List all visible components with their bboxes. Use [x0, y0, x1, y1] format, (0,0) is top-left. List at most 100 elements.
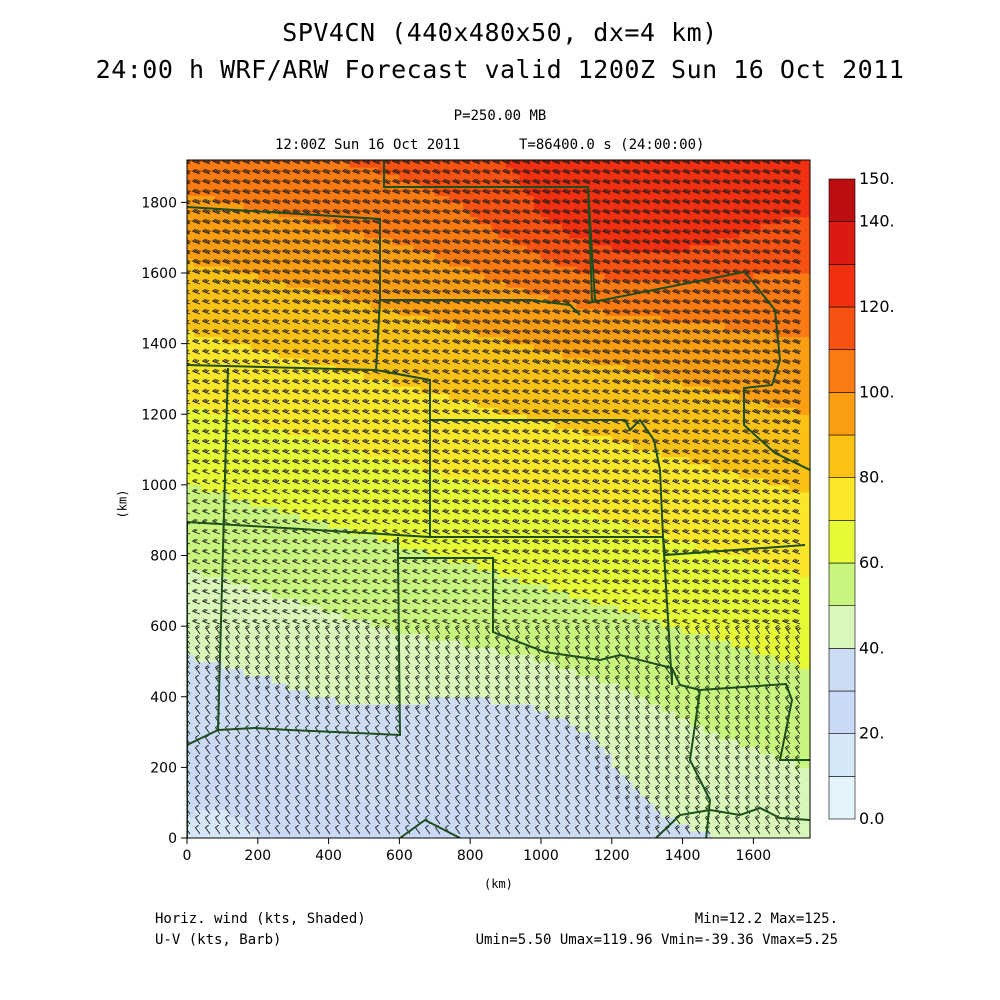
- shading-cell: [208, 294, 216, 302]
- shading-cell: [385, 605, 393, 613]
- shading-cell: [534, 669, 542, 677]
- shading-cell: [470, 570, 478, 578]
- shading-cell: [442, 690, 450, 698]
- shading-cell: [421, 782, 429, 790]
- shading-cell: [449, 640, 457, 648]
- shading-cell: [343, 774, 351, 782]
- shading-cell: [406, 718, 414, 726]
- shading-cell: [406, 789, 414, 797]
- shading-cell: [406, 308, 414, 316]
- shading-cell: [378, 372, 386, 380]
- shading-cell: [449, 224, 457, 232]
- shading-cell: [258, 534, 266, 542]
- shading-cell: [251, 534, 259, 542]
- shading-cell: [428, 697, 436, 705]
- shading-cell: [477, 513, 485, 521]
- shading-cell: [194, 626, 202, 634]
- shading-cell: [222, 704, 230, 712]
- shading-cell: [499, 824, 507, 832]
- shading-cell: [279, 789, 287, 797]
- shading-cell: [265, 591, 273, 599]
- shading-cell: [208, 796, 216, 804]
- shading-cell: [527, 796, 535, 804]
- shading-cell: [428, 683, 436, 691]
- shading-cell: [392, 393, 400, 401]
- shading-cell: [258, 421, 266, 429]
- shading-cell: [456, 774, 464, 782]
- shading-cell: [378, 831, 386, 839]
- shading-cell: [251, 563, 259, 571]
- shading-cell: [477, 803, 485, 811]
- shading-cell: [428, 252, 436, 260]
- shading-cell: [406, 344, 414, 352]
- shading-cell: [201, 789, 209, 797]
- shading-cell: [499, 252, 507, 260]
- shading-cell: [350, 273, 358, 281]
- shading-cell: [286, 273, 294, 281]
- shading-cell: [194, 669, 202, 677]
- shading-cell: [421, 831, 429, 839]
- shading-cell: [343, 711, 351, 719]
- shading-cell: [343, 831, 351, 839]
- shading-cell: [499, 379, 507, 387]
- shading-cell: [237, 711, 245, 719]
- shading-cell: [286, 760, 294, 768]
- shading-cell: [371, 711, 379, 719]
- shading-cell: [279, 732, 287, 740]
- shading-cell: [548, 774, 556, 782]
- shading-cell: [499, 661, 507, 669]
- shading-cell: [534, 803, 542, 811]
- shading-cell: [208, 584, 216, 592]
- shading-cell: [449, 619, 457, 627]
- shading-cell: [307, 817, 315, 825]
- shading-cell: [307, 252, 315, 260]
- shading-cell: [300, 570, 308, 578]
- shading-cell: [520, 824, 528, 832]
- shading-cell: [406, 803, 414, 811]
- shading-cell: [456, 591, 464, 599]
- shading-cell: [265, 556, 273, 564]
- shading-cell: [442, 810, 450, 818]
- shading-cell: [300, 287, 308, 295]
- shading-cell: [251, 711, 259, 719]
- shading-cell: [329, 577, 337, 585]
- shading-cell: [307, 513, 315, 521]
- shading-cell: [251, 322, 259, 330]
- shading-cell: [322, 584, 330, 592]
- shading-cell: [201, 803, 209, 811]
- shading-cell: [314, 224, 322, 232]
- shading-cell: [279, 492, 287, 500]
- shading-cell: [406, 676, 414, 684]
- shading-cell: [237, 718, 245, 726]
- shading-cell: [244, 676, 252, 684]
- shading-cell: [272, 252, 280, 260]
- shading-cell: [215, 393, 223, 401]
- shading-cell: [329, 344, 337, 352]
- shading-cell: [491, 344, 499, 352]
- shading-cell: [371, 789, 379, 797]
- shading-cell: [470, 287, 478, 295]
- shading-cell: [414, 640, 422, 648]
- shading-cell: [435, 393, 443, 401]
- shading-cell: [364, 803, 372, 811]
- shading-cell: [265, 273, 273, 281]
- shading-cell: [364, 789, 372, 797]
- shading-cell: [350, 739, 358, 747]
- shading-cell: [336, 605, 344, 613]
- shading-cell: [421, 774, 429, 782]
- shading-cell: [357, 421, 365, 429]
- shading-cell: [258, 654, 266, 662]
- shading-cell: [350, 690, 358, 698]
- shading-cell: [286, 774, 294, 782]
- shading-cell: [329, 259, 337, 267]
- shading-cell: [548, 534, 556, 542]
- shading-cell: [279, 372, 287, 380]
- shading-cell: [336, 704, 344, 712]
- shading-cell: [307, 400, 315, 408]
- shading-cell: [435, 358, 443, 366]
- shading-cell: [548, 824, 556, 832]
- shading-cell: [343, 654, 351, 662]
- shading-cell: [279, 739, 287, 747]
- shading-cell: [258, 817, 266, 825]
- shading-cell: [350, 443, 358, 451]
